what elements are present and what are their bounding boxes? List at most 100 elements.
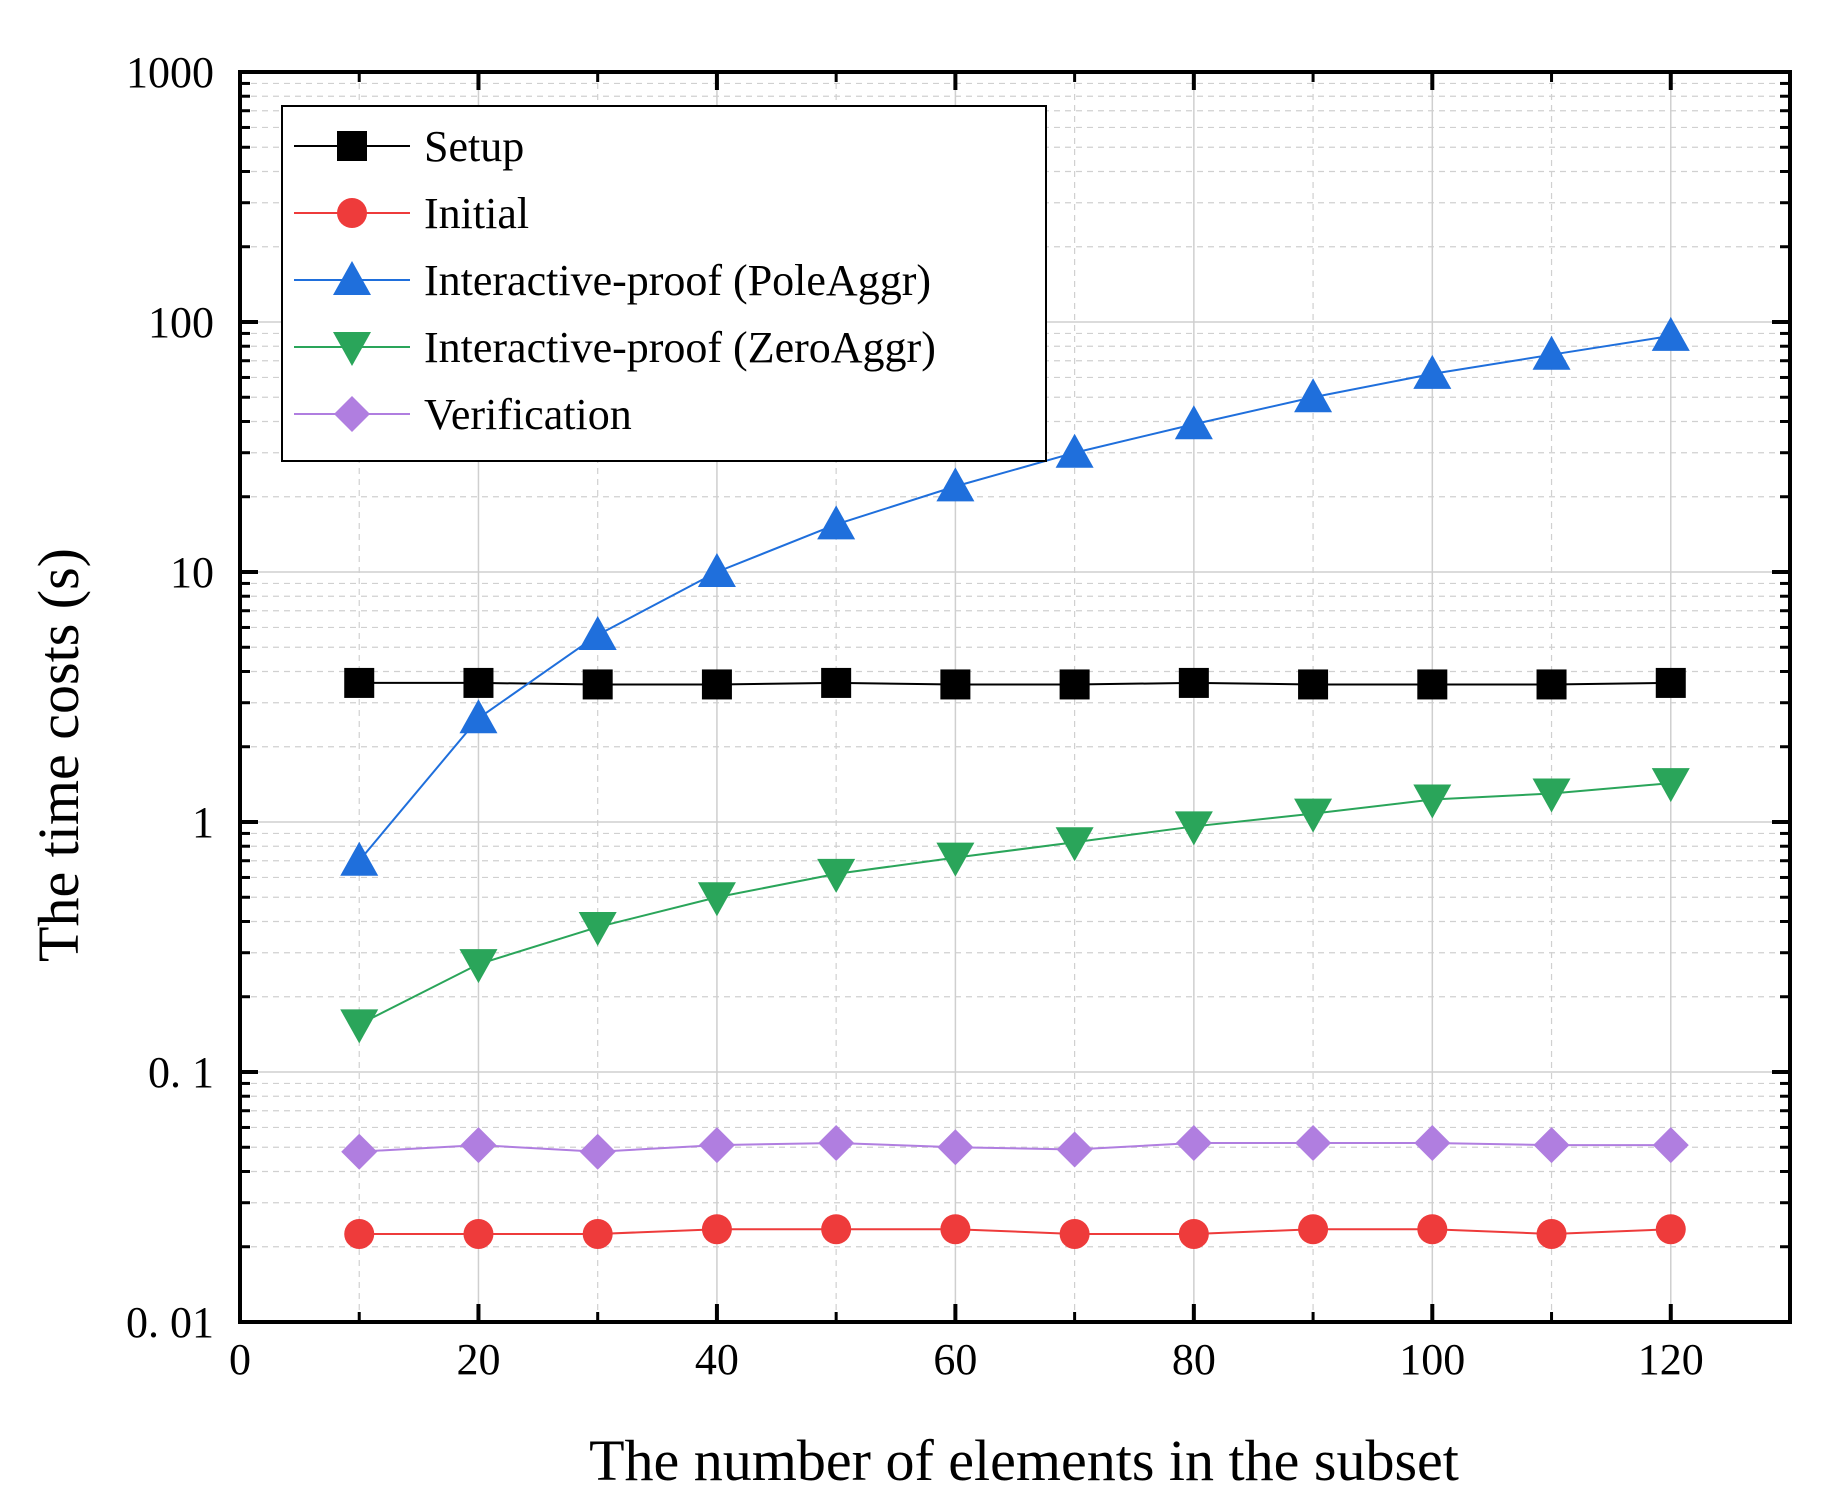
data-point [578,615,617,650]
tick-label-layer: 0 20 40 60 80 100 120 0. 01 0. 1 1 10 100 1000 [126,48,1704,1384]
x-tick-label: 40 [695,1335,739,1384]
series-triangle-up [340,316,1690,876]
data-point [940,1214,971,1245]
series-square [344,667,1686,700]
data-point [1417,669,1448,700]
series-triangle-down [340,768,1690,1044]
data-point [582,669,613,700]
grid-layer [240,72,1790,1322]
data-point [1533,1127,1570,1164]
data-point [1295,1124,1332,1161]
y-tick-label: 0. 1 [148,1048,214,1097]
data-point [940,669,971,700]
legend-marker [333,261,371,295]
legend-marker [333,332,371,366]
data-point [344,1218,375,1249]
series-diamond [341,1124,1689,1170]
data-point [578,912,617,947]
data-point [817,505,856,540]
legend-item: Interactive-proof (PoleAggr) [294,256,931,305]
plot-frame [238,70,1792,1324]
legend-item: Interactive-proof (ZeroAggr) [294,323,936,372]
data-point [1175,1124,1212,1161]
data-point [821,667,852,698]
legend-marker [337,198,367,228]
y-tick-label: 1000 [126,48,214,97]
data-point [1652,1127,1689,1164]
data-point [1059,669,1090,700]
data-point [1651,316,1690,351]
data-point [697,553,736,587]
legend-label: Verification [424,390,632,439]
data-point [1056,1131,1093,1168]
data-point [1178,1218,1209,1249]
data-point [818,1124,855,1161]
legend-marker [334,396,370,432]
data-point [463,1218,494,1249]
data-point [1417,1214,1448,1245]
data-point [1651,768,1690,803]
data-point [1059,1218,1090,1249]
data-point [582,1218,613,1249]
data-point [1655,667,1686,698]
data-point [579,1133,616,1170]
data-point [701,1214,732,1245]
data-point [937,1129,974,1166]
data-point [1536,1218,1567,1249]
data-point [697,882,736,917]
data-point [1298,1214,1329,1245]
data-point [344,667,375,698]
data-point [936,467,975,502]
data-point [1174,811,1213,846]
data-point [1655,1214,1686,1245]
data-point [1055,433,1094,468]
data-point [701,669,732,700]
x-tick-label: 100 [1399,1335,1465,1384]
data-point [1174,405,1213,440]
data-point [340,841,379,876]
legend-label: Interactive-proof (ZeroAggr) [424,323,936,372]
legend-box [281,105,1047,462]
data-point [1294,378,1333,413]
data-point [1298,669,1329,700]
x-tick-label: 80 [1172,1335,1216,1384]
series-line [359,1141,1671,1153]
x-tick-label: 120 [1638,1335,1704,1384]
data-point [821,1214,852,1245]
series-line [359,1228,1671,1235]
data-point [1532,778,1571,813]
legend-label: Initial [424,189,529,238]
y-tick-label: 100 [148,298,214,347]
y-tick-label: 10 [170,548,214,597]
x-tick-label: 20 [456,1335,500,1384]
data-point [460,1127,497,1164]
data-point [1055,827,1094,862]
x-tick-label: 60 [933,1335,977,1384]
data-point [1532,335,1571,370]
data-point [698,1127,735,1164]
data-point [1178,667,1209,698]
data-point [936,842,975,877]
data-point [1414,1124,1451,1161]
series-circle [344,1214,1686,1249]
legend-item: Initial [294,189,529,238]
legend-label: Setup [424,122,524,171]
legend-marker [337,131,367,161]
series-layer [340,316,1690,1249]
series-line [359,681,1671,686]
legend: Setup Initial Interactive-proof (PoleAggr)… [281,105,1047,462]
data-point [341,1133,378,1170]
y-tick-label: 0. 01 [126,1298,214,1347]
data-point [1536,669,1567,700]
data-point [459,699,498,734]
data-point [1413,354,1452,389]
data-point [340,1009,379,1044]
series-line [358,782,1671,1026]
y-tick-label: 1 [192,798,214,847]
series-line [358,334,1671,862]
data-point [463,667,494,698]
data-point [817,858,856,893]
legend-label: Interactive-proof (PoleAggr) [424,256,931,305]
axes-layer [238,70,1792,1324]
